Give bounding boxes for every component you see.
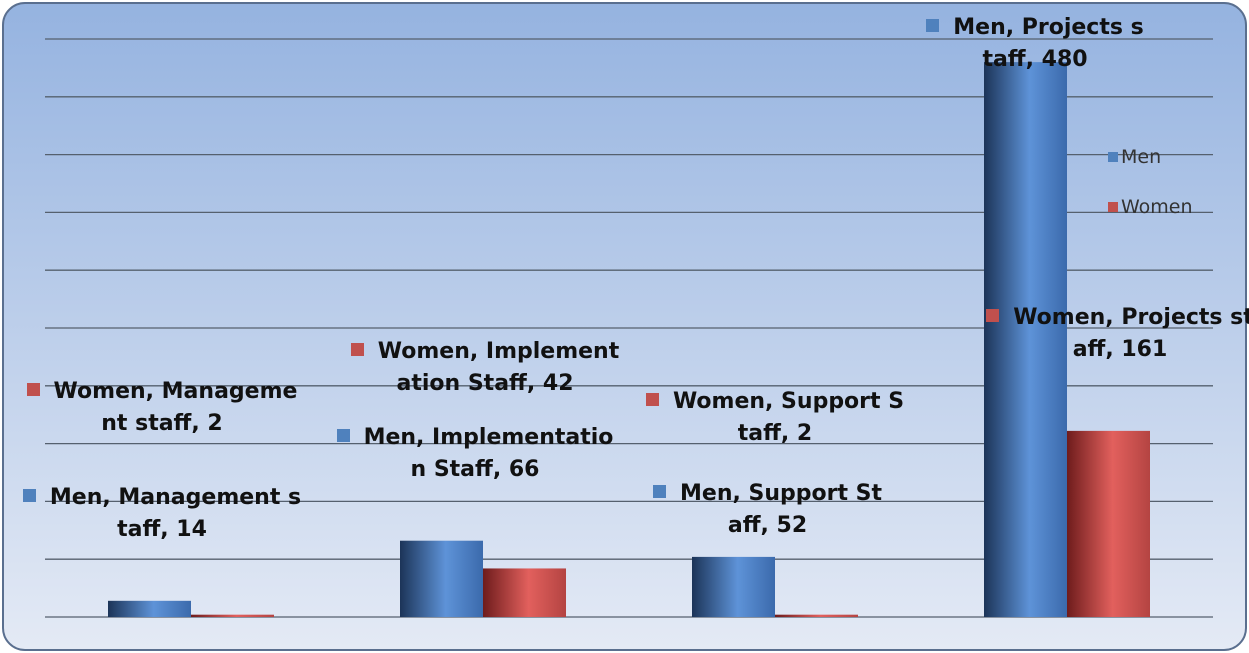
bar [692,556,775,617]
legend-label: Men [1121,146,1162,168]
label-marker [26,383,40,396]
bar [108,600,191,617]
data-label: Women, Management staff, 2 [22,376,302,440]
bar [400,540,483,617]
data-label-text: Women, Support Staff, 2 [672,389,905,446]
label-marker [926,19,940,32]
legend-label: Women [1121,196,1193,218]
data-label-text: Women, Projects staff, 161 [1013,305,1249,362]
data-label-text: Men, Implementation Staff, 66 [363,425,614,482]
data-label: Men, Management staff, 14 [22,482,302,546]
label-marker [645,393,659,406]
data-label-text: Men, Support Staff, 52 [680,481,882,538]
data-label-text: Women, Implementation Staff, 42 [377,339,620,396]
data-label: Women, Projects staff, 161 [985,302,1249,366]
data-label-text: Men, Projects staff, 480 [953,15,1144,72]
legend-marker [1108,202,1118,212]
data-label: Women, Implementation Staff, 42 [350,336,620,400]
label-marker [986,309,1000,322]
data-label: Men, Support Staff, 52 [650,478,885,542]
bar [483,568,566,617]
legend-entry: Women [1108,196,1193,218]
label-marker [22,489,36,502]
label-marker [653,485,666,498]
label-marker [336,429,350,442]
legend-entry: Men [1108,146,1161,168]
data-label: Men, Implementation Staff, 66 [335,422,615,486]
data-label-text: Women, Management staff, 2 [53,379,298,436]
bar [775,614,858,617]
data-label: Men, Projects staff, 480 [925,12,1145,76]
data-label-text: Men, Management staff, 14 [49,485,302,542]
data-label: Women, Support Staff, 2 [645,386,905,450]
legend-marker [1108,152,1118,162]
bar [1067,430,1150,617]
bar [984,62,1067,618]
bar [191,614,274,617]
label-marker [350,343,364,356]
